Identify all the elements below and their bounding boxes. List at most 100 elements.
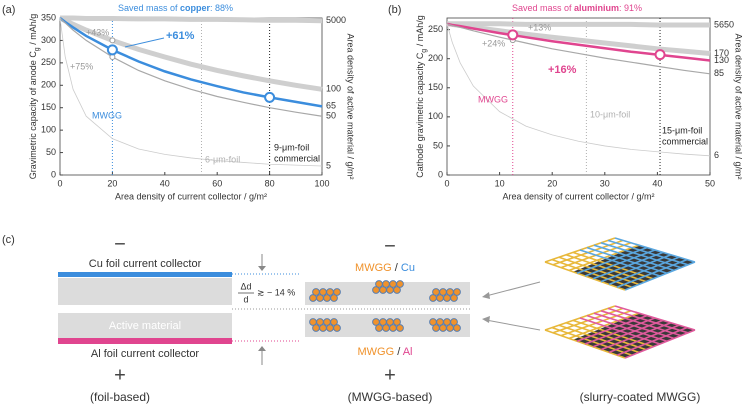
annotation: 9-μm-foil [274, 142, 309, 152]
grid-wire [600, 310, 682, 337]
mwgg-particle [330, 294, 338, 302]
cu-foil [58, 272, 232, 277]
annotation: +16% [548, 64, 577, 76]
mwgg-particle [330, 318, 338, 326]
grid-wire [614, 237, 696, 263]
arrow-head [258, 346, 266, 351]
grid-wire [608, 256, 680, 286]
foil-based-diagram: − Cu foil current collector Active mater… [58, 233, 470, 404]
mwgg-particle [326, 324, 334, 332]
x-tick-label: 50 [705, 178, 715, 188]
mwgg-particle [393, 286, 401, 294]
y-axis-label-part: / mAh/g [415, 15, 425, 49]
annotation: +13% [528, 22, 551, 32]
mwgg-particle [389, 324, 397, 332]
annotation: MWGG [478, 94, 508, 104]
mwgg-particle [446, 324, 454, 332]
x-tick-label: 30 [600, 178, 610, 188]
annotation: +75% [70, 61, 93, 71]
series-label: 130 [714, 55, 729, 65]
y-tick-label: 200 [41, 80, 56, 90]
y-axis-label: Cathode gravimetric capacity Cg / mAh/g [415, 15, 428, 177]
grid-wire [600, 322, 672, 351]
y-axis-label-part: Gravimetric capacity of anode C [28, 51, 38, 180]
arrow-head [482, 292, 490, 299]
y-tick-label: 50 [433, 140, 443, 150]
caption: (MWGG-based) [348, 390, 433, 404]
mwgg-particle [333, 324, 341, 332]
grid-wire [624, 329, 696, 359]
series-label: 5650 [714, 19, 734, 29]
minus-sign: − [114, 233, 126, 255]
mwgg-particle [446, 288, 454, 296]
caption: (foil-based) [90, 390, 150, 404]
arrow [485, 319, 541, 331]
saved-mass-title: Saved mass of aluminium: 91% [512, 3, 642, 13]
grid-wire [586, 314, 668, 342]
annotation: +24% [482, 38, 505, 48]
mwgg-based-diagram: − MWGG / Cu MWGG / Al + (MWGG-based) [305, 235, 541, 404]
series-label: 170 [714, 48, 729, 58]
x-tick-label: 40 [652, 178, 662, 188]
label-part: Al [403, 346, 413, 358]
series-line [447, 21, 710, 28]
y2-axis-label: Area density of active material / g/m² [346, 33, 356, 179]
label-part: Cu [401, 262, 415, 274]
mwgg-particle [432, 288, 440, 296]
x-axis-label: Area density of current collector / g/m² [115, 191, 267, 201]
mwgg-particle [393, 318, 401, 326]
y-tick-label: 300 [41, 35, 56, 45]
series-line [446, 23, 711, 157]
grid-wire [607, 239, 689, 266]
grid-wire [607, 307, 689, 334]
series-label: 5 [326, 160, 331, 170]
x-tick-label: 60 [212, 178, 222, 188]
label: Active material [109, 320, 181, 332]
data-point [109, 37, 116, 44]
series-line [59, 17, 323, 167]
grid-wire [624, 261, 696, 291]
grid-wire [586, 246, 668, 274]
series-label: 65 [326, 101, 336, 111]
grid-wire [600, 242, 682, 269]
y-axis-label: Gravimetric capacity of anode Cg / mAh/g [28, 14, 41, 179]
slurry-coated-illustration: (slurry-coated MWGG) [544, 237, 700, 404]
active-layer [58, 278, 232, 305]
y-tick-label: 200 [428, 53, 443, 63]
saved-mass-title: Saved mass of copper: 88% [118, 3, 233, 13]
mwgg-particle [432, 324, 440, 332]
plot-frame [446, 17, 711, 176]
mwgg-particle [319, 324, 327, 332]
x-tick-label: 20 [547, 178, 557, 188]
grid-wire [616, 258, 688, 288]
label: MWGG / Al [357, 346, 412, 358]
series-label: 85 [714, 68, 724, 78]
label: MWGG / Cu [355, 262, 415, 274]
x-tick-label: 80 [265, 178, 275, 188]
grid-wire [608, 324, 680, 354]
mwgg-particle [439, 324, 447, 332]
label: Al foil current collector [91, 348, 200, 360]
y-axis-label-part: Cathode gravimetric capacity C [415, 52, 425, 178]
series-label: 100 [326, 84, 341, 94]
plus-sign: + [384, 364, 396, 386]
grid-wire [584, 249, 656, 277]
x-tick-label: 20 [107, 178, 117, 188]
annotation: +43% [86, 27, 109, 37]
y-tick-label: 150 [41, 102, 56, 112]
title-part: Saved mass of [118, 3, 180, 13]
al-foil [58, 338, 232, 344]
title-part: : 91% [619, 3, 642, 13]
data-point [507, 29, 519, 41]
label-part: MWGG [357, 346, 394, 358]
series-line [446, 23, 711, 75]
mwgg-particle [389, 280, 397, 288]
data-point [264, 91, 276, 103]
annotation: 15-μm-foil [662, 125, 702, 135]
mwgg-particle [375, 280, 383, 288]
grid-wire [593, 312, 675, 340]
y-tick-label: 150 [428, 82, 443, 92]
y-tick-label: 0 [51, 169, 56, 179]
x-axis-label: Area density of current collector / g/m² [502, 191, 654, 201]
plus-sign: + [114, 364, 126, 386]
